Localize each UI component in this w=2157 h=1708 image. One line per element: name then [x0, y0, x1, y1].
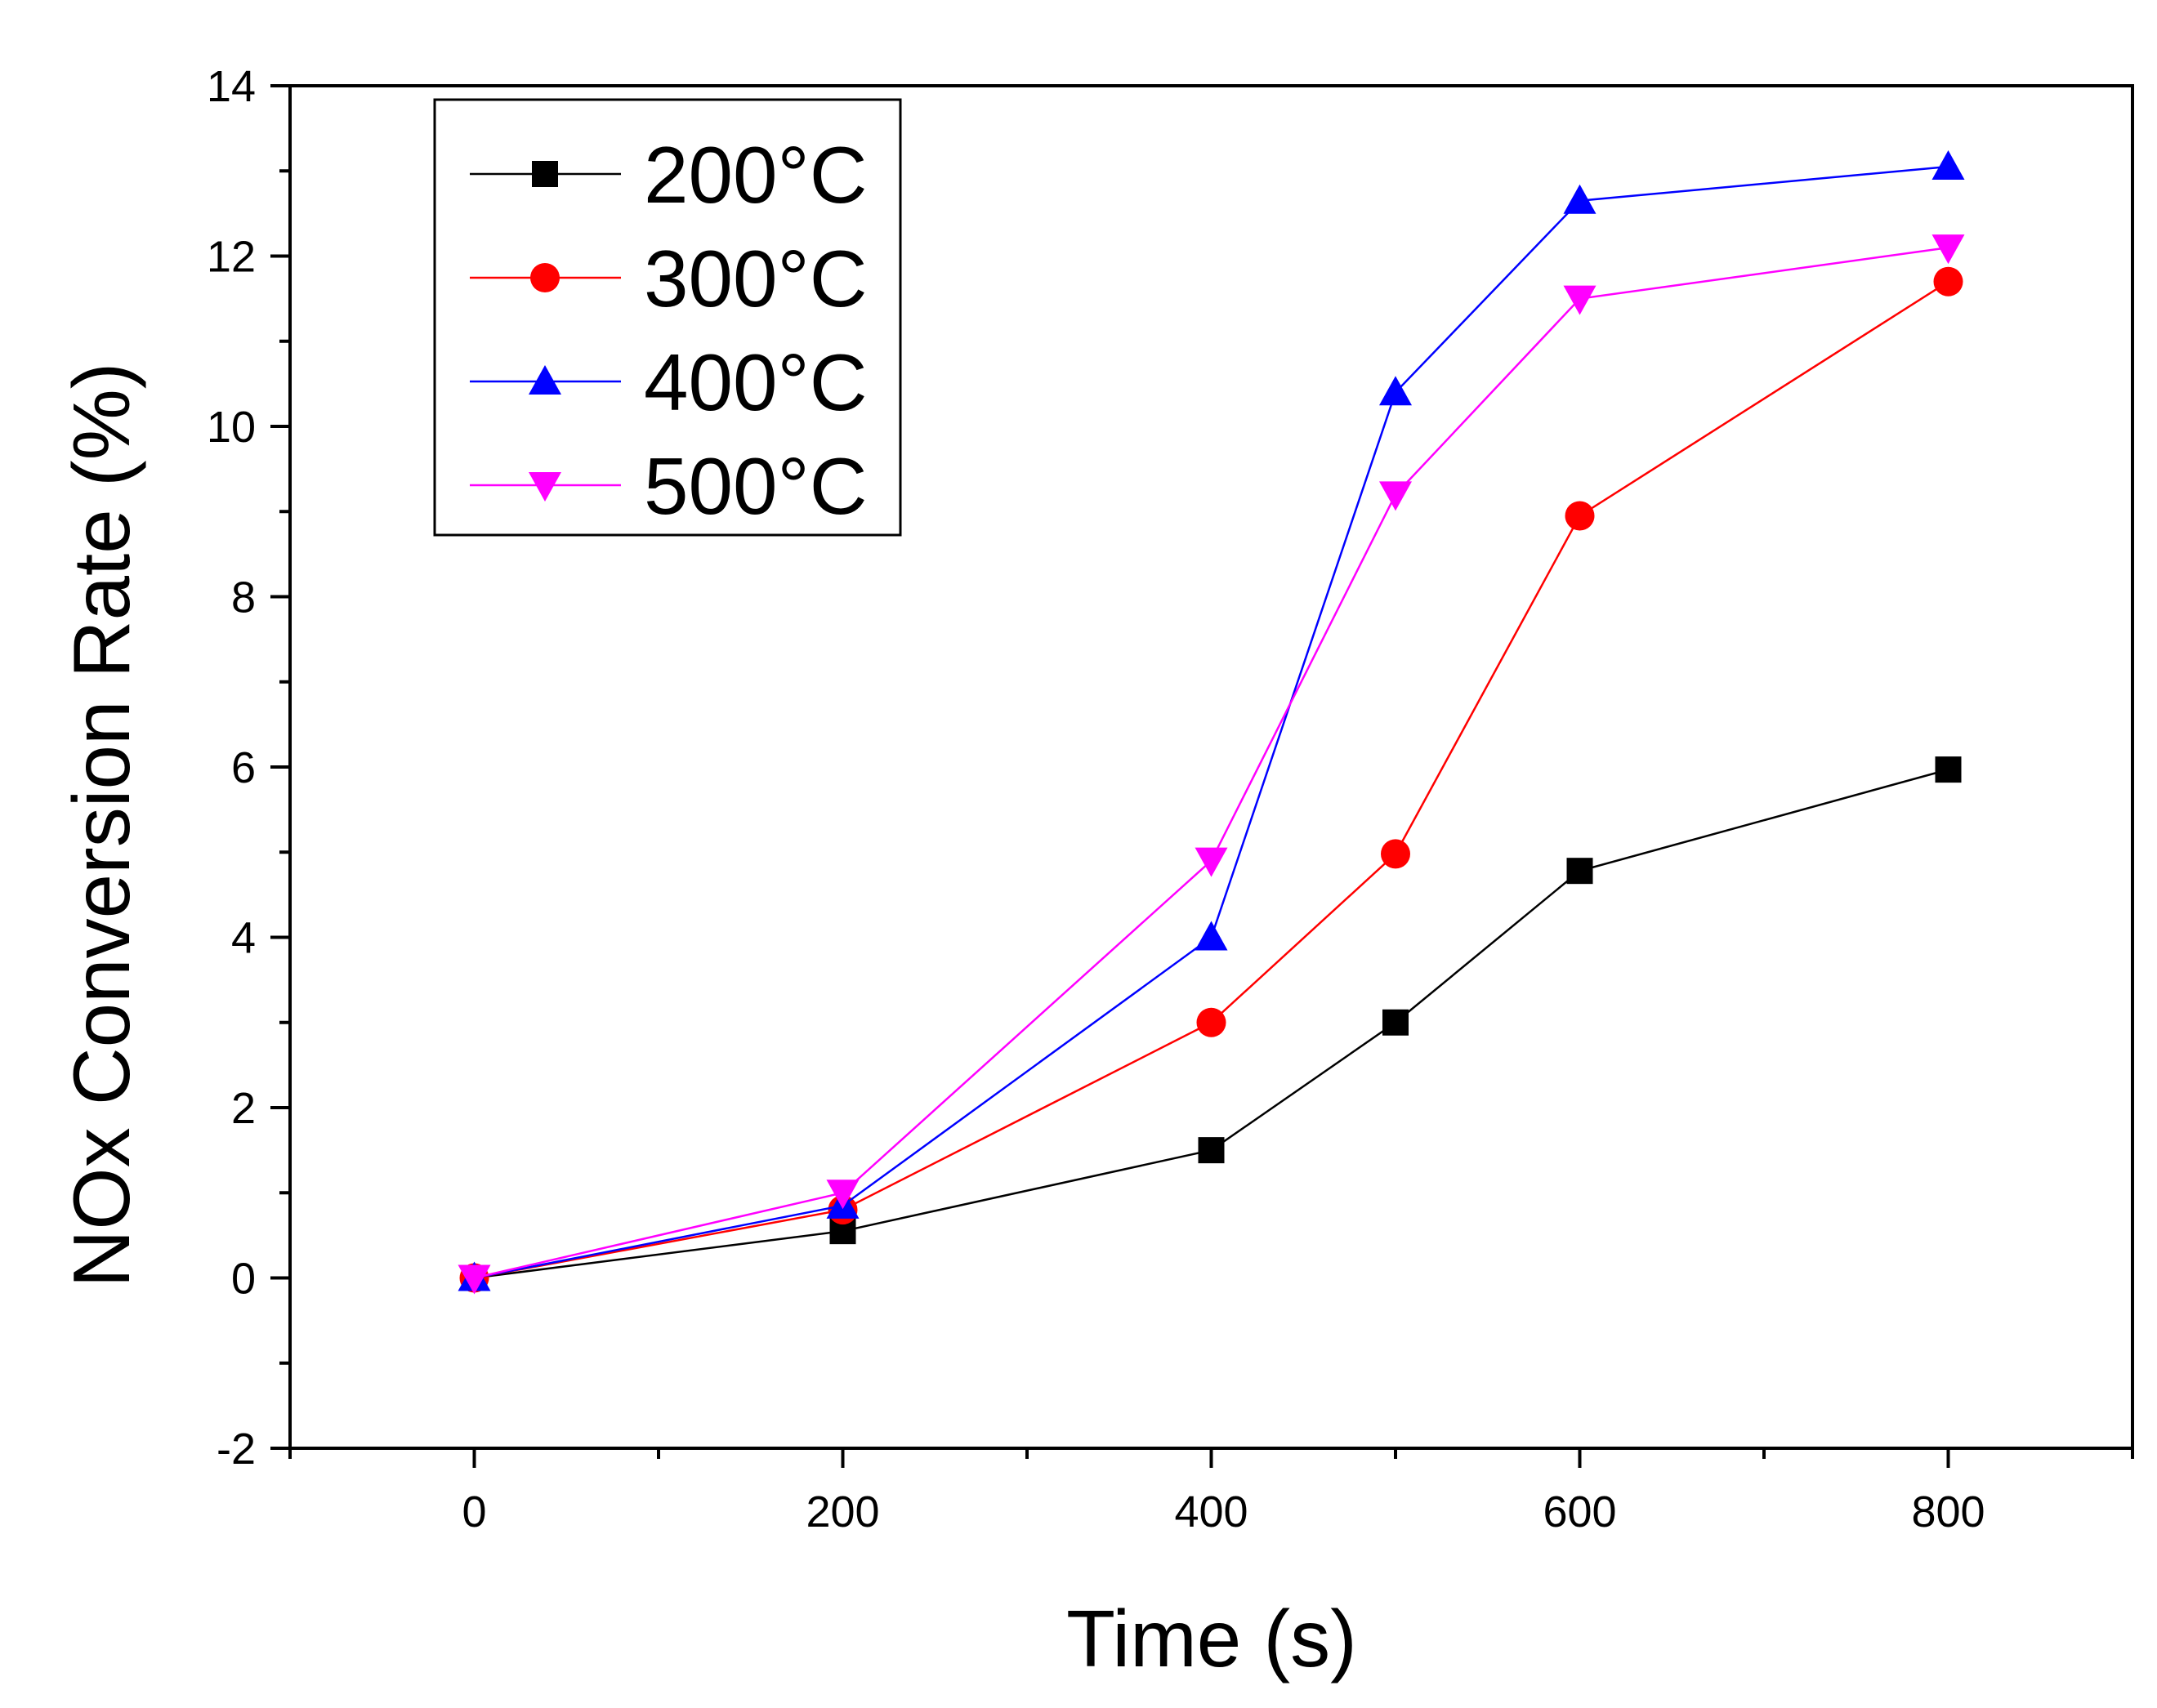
data-point [1565, 501, 1595, 531]
y-axis-ticks: -2 0 2 4 6 8 10 12 14 [207, 62, 290, 1474]
data-point [1379, 481, 1412, 511]
legend: 200°C 300°C 400°C 500°C [433, 98, 902, 537]
y-tick-label: 0 [231, 1255, 256, 1304]
legend-marker [529, 365, 561, 395]
series-line [474, 246, 1949, 1279]
data-point [1933, 266, 1963, 297]
data-point [1198, 1137, 1225, 1164]
y-tick-label: -2 [217, 1425, 256, 1474]
x-axis-title: Time (s) [1066, 1594, 1357, 1683]
data-point [1195, 921, 1228, 951]
x-tick-label: 400 [1174, 1487, 1248, 1536]
data-point [1382, 1009, 1409, 1036]
legend-marker [529, 472, 561, 502]
data-point [458, 1264, 491, 1295]
data-point [1195, 847, 1228, 877]
data-point [826, 1180, 860, 1210]
series-2 [458, 150, 1965, 1291]
data-point [1935, 756, 1962, 783]
y-tick-label: 8 [231, 573, 256, 622]
legend-marker [530, 263, 560, 292]
data-point [1931, 150, 1965, 181]
data-point [1563, 184, 1597, 214]
data-point [1563, 285, 1597, 315]
y-tick-label: 14 [207, 62, 256, 111]
series-line [474, 280, 1949, 1279]
y-tick-label: 10 [207, 403, 256, 452]
series-3 [458, 234, 1965, 1295]
legend-label: 200°C [644, 130, 867, 220]
legend-marker [532, 161, 558, 187]
series-layer [458, 150, 1965, 1295]
y-tick-label: 4 [231, 914, 256, 963]
series-line [474, 768, 1949, 1279]
legend-label: 300°C [644, 234, 867, 323]
data-point [1379, 376, 1412, 406]
x-axis-ticks: 0 200 400 600 800 [288, 1448, 2134, 1536]
data-point [1566, 858, 1593, 885]
legend-box [433, 98, 902, 537]
x-tick-label: 0 [462, 1487, 486, 1536]
y-tick-label: 12 [207, 233, 256, 282]
y-tick-label: 2 [231, 1084, 256, 1133]
data-point [1196, 1007, 1226, 1037]
y-axis-title: NOx Conversion Rate (%) [56, 363, 146, 1288]
x-tick-label: 800 [1911, 1487, 1985, 1536]
legend-label: 400°C [644, 337, 867, 427]
data-point [1381, 839, 1410, 869]
series-line [474, 165, 1949, 1279]
x-tick-label: 600 [1543, 1487, 1616, 1536]
legend-label: 500°C [644, 441, 867, 531]
data-point [1931, 234, 1965, 265]
y-tick-label: 6 [231, 743, 256, 792]
x-tick-label: 200 [806, 1487, 879, 1536]
